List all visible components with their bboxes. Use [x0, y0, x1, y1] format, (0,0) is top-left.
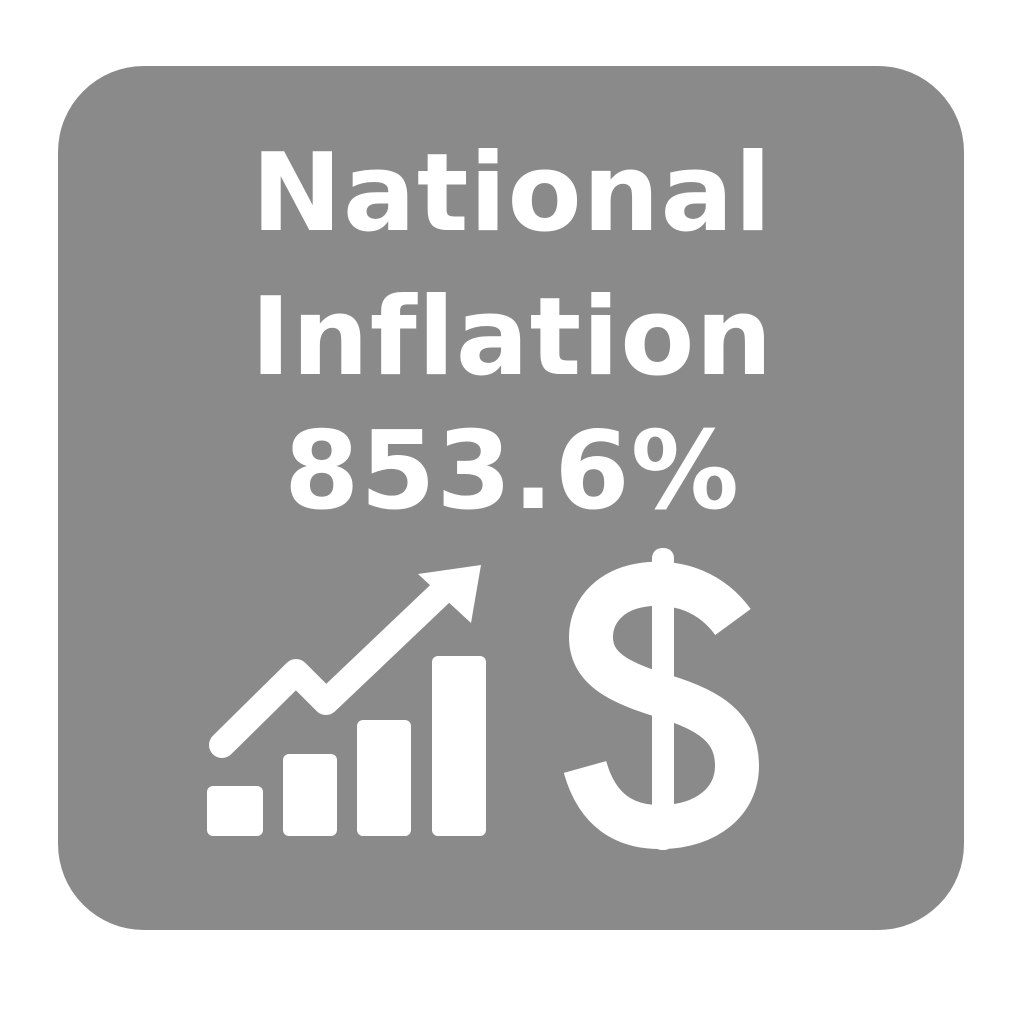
chart-bar-2 [283, 754, 337, 836]
dollar-sign-icon [585, 548, 737, 850]
rising-bar-chart-icon [207, 565, 486, 836]
chart-bar-4 [432, 656, 486, 836]
chart-bar-1 [207, 786, 263, 836]
trend-arrow-line [222, 586, 448, 745]
chart-bar-3 [357, 720, 411, 836]
